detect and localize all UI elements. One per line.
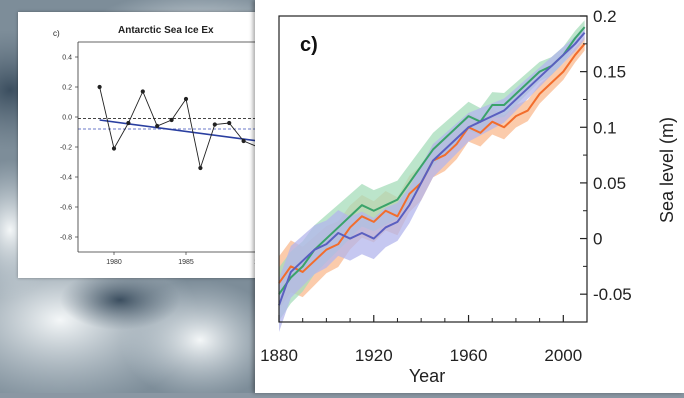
front-series-line-green bbox=[278, 26, 586, 295]
front-y-axis-label: Sea level (m) bbox=[657, 117, 677, 223]
back-data-point bbox=[140, 89, 145, 94]
back-data-point bbox=[227, 120, 232, 126]
back-data-point bbox=[183, 96, 189, 102]
back-data-point bbox=[212, 122, 217, 127]
front-x-tick-label: 1880 bbox=[260, 346, 298, 365]
back-data-point bbox=[126, 120, 131, 126]
front-panel-label: c) bbox=[300, 34, 318, 56]
back-data-point bbox=[97, 84, 102, 90]
back-y-tick-label: -0.6 bbox=[60, 205, 72, 212]
sea-level-chart: c) Year Sea level (m) 0.2 0.15 0.1 0.05 0 -0.… bbox=[260, 7, 677, 386]
back-data-point bbox=[198, 165, 203, 171]
back-data-point bbox=[111, 146, 117, 151]
front-y-tick-label: 0.15 bbox=[593, 63, 626, 82]
back-panel-label: c) bbox=[53, 29, 60, 38]
back-y-tick-label: -0.8 bbox=[60, 235, 72, 242]
antarctic-sea-ice-panel: c) Antarctic Sea Ice Ex 0.4 0.2 0.0 -0.2 -0.… bbox=[18, 12, 262, 278]
back-series-line bbox=[99, 86, 259, 170]
front-y-tick-label: 0.2 bbox=[593, 7, 617, 26]
back-data-point bbox=[155, 123, 160, 129]
back-data-point bbox=[241, 138, 246, 144]
back-x-tick-label: 1980 bbox=[106, 259, 122, 266]
front-y-tick-label: 0 bbox=[593, 230, 602, 249]
front-x-tick-label: 1920 bbox=[355, 346, 393, 365]
front-y-tick-label: 0.05 bbox=[593, 174, 626, 193]
back-y-tick-label: 0.4 bbox=[62, 55, 72, 62]
back-chart-title: Antarctic Sea Ice Ex bbox=[118, 25, 214, 36]
sea-level-panel: c) Year Sea level (m) 0.2 0.15 0.1 0.05 0 -0.… bbox=[255, 0, 684, 393]
front-x-axis-label: Year bbox=[409, 366, 445, 386]
back-y-tick-label: 0.0 bbox=[62, 115, 72, 122]
antarctic-sea-ice-chart: c) Antarctic Sea Ice Ex 0.4 0.2 0.0 -0.2 -0.… bbox=[53, 25, 262, 266]
front-x-tick-label: 1960 bbox=[450, 346, 488, 365]
back-trend-line bbox=[99, 119, 259, 142]
front-plot-frame bbox=[278, 15, 588, 323]
front-x-tick-label: 2000 bbox=[544, 346, 582, 365]
back-data-point bbox=[169, 117, 174, 123]
front-series-line-blue bbox=[278, 32, 586, 306]
back-y-tick-label: -0.4 bbox=[60, 175, 72, 182]
back-x-tick-label: 1985 bbox=[178, 259, 194, 266]
back-y-tick-label: -0.2 bbox=[60, 145, 72, 152]
front-y-tick-label: -0.05 bbox=[593, 285, 632, 304]
back-y-tick-label: 0.2 bbox=[62, 85, 72, 92]
front-y-tick-label: 0.1 bbox=[593, 118, 617, 137]
